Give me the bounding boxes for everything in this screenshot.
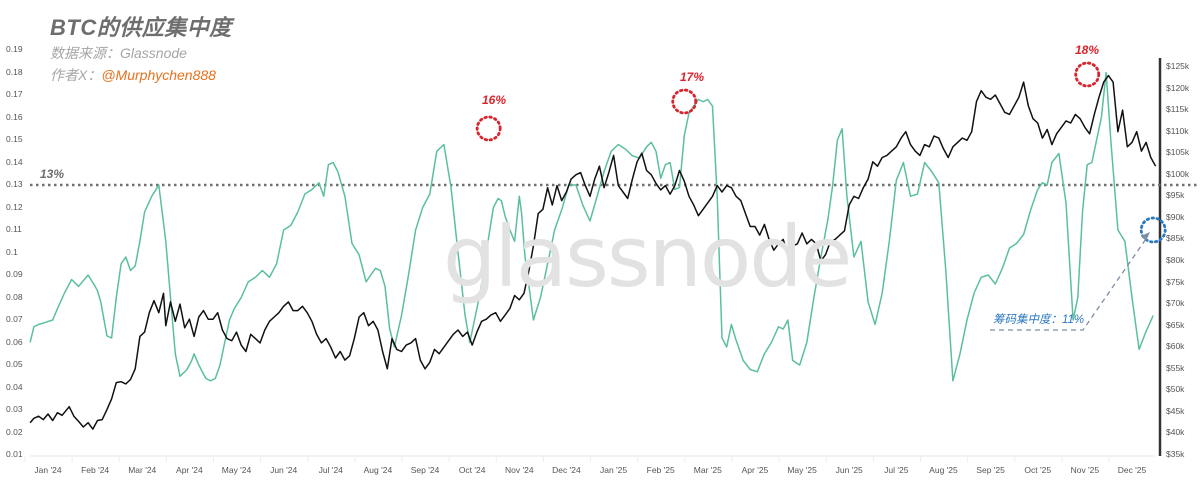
author-label: 作者X： <box>50 67 102 83</box>
left-axis-tick: 0.06 <box>6 336 23 347</box>
peak-circle <box>475 115 502 142</box>
annotation-circles <box>475 61 1167 244</box>
right-axis-tick: $90k <box>1166 211 1185 222</box>
glassnode-watermark: glassnode <box>443 208 852 306</box>
x-axis-tick: Aug '24 <box>363 465 393 475</box>
left-axis-tick: 0.18 <box>6 66 23 77</box>
right-axis-tick: $115k <box>1166 104 1189 115</box>
x-axis-tick: Jan '24 <box>34 465 62 475</box>
author-credit: 作者X：@Murphychen888 <box>50 65 216 85</box>
right-axis-tick: $95k <box>1166 190 1185 201</box>
left-axis-tick: 0.14 <box>6 156 23 167</box>
peak-circle <box>1074 61 1101 88</box>
left-axis-tick: 0.07 <box>6 314 23 324</box>
x-axis-tick: May '25 <box>787 465 817 475</box>
left-axis-tick: 0.04 <box>6 381 23 392</box>
right-axis-tick: $40k <box>1166 427 1185 438</box>
left-axis-tick: 0.01 <box>6 449 23 459</box>
right-axis-tick: $75k <box>1166 276 1185 287</box>
right-axis-tick: $60k <box>1166 341 1185 352</box>
left-axis-tick: 0.15 <box>6 134 23 144</box>
peak-label-17pct: 17% <box>679 70 705 84</box>
data-source: 数据来源：Glassnode <box>50 43 187 63</box>
right-axis-tick: $50k <box>1166 384 1185 395</box>
btc-price-line <box>29 74 1157 430</box>
right-axis-tick: $105k <box>1166 147 1190 158</box>
x-axis-tick: Feb '24 <box>81 465 110 475</box>
x-axis-tick: Dec '25 <box>1117 465 1147 475</box>
peak-circle <box>671 88 698 115</box>
right-axis-tick: $55k <box>1166 362 1185 373</box>
author-handle: @Murphychen888 <box>101 67 216 83</box>
left-axis-tick: 0.08 <box>6 291 23 302</box>
peak-label-18pct: 18% <box>1074 43 1100 57</box>
x-axis-tick: Mar '25 <box>693 465 722 475</box>
source-label: 数据来源： <box>50 45 120 61</box>
current-concentration-label: 筹码集中度：11% <box>993 314 1085 326</box>
x-axis-tick: Nov '25 <box>1070 465 1100 475</box>
left-axis-tick: 0.19 <box>6 44 23 54</box>
right-axis-tick: $110k <box>1166 125 1189 136</box>
x-axis-tick: Sep '25 <box>976 465 1005 475</box>
left-axis-tick: 0.12 <box>6 201 23 212</box>
left-axis-tick: 0.13 <box>6 179 23 189</box>
left-axis-tick: 0.1 <box>6 246 18 257</box>
right-axis-tick: $45k <box>1166 405 1185 416</box>
x-axis-tick: Jul '25 <box>884 465 909 475</box>
x-axis-tick: Apr '24 <box>176 465 203 475</box>
x-axis-tick: Mar '24 <box>128 465 157 475</box>
x-axis-tick: Apr '25 <box>741 465 769 475</box>
right-axis-tick: $35k <box>1166 448 1185 459</box>
x-axis-tick: Nov '24 <box>505 465 534 475</box>
x-axis-tick: Jun '24 <box>270 465 298 475</box>
x-axis-tick: Jul '24 <box>318 465 343 475</box>
right-axis-tick: $85k <box>1166 233 1185 244</box>
left-axis-tick: 0.16 <box>6 111 23 122</box>
left-axis-tick: 0.03 <box>6 404 23 414</box>
left-axis-tick: 0.09 <box>6 269 23 279</box>
x-axis-tick: Jan '25 <box>599 465 628 475</box>
right-axis-tick: $65k <box>1166 319 1185 330</box>
x-axis-tick: Jun '25 <box>835 465 863 475</box>
x-axis-tick: Aug '25 <box>929 465 958 475</box>
left-axis-tick: 0.05 <box>6 359 23 369</box>
x-axis-tick: Dec '24 <box>552 465 581 475</box>
peak-label-16pct: 16% <box>481 93 507 107</box>
right-axis-tick: $120k <box>1166 82 1190 93</box>
current-value-circle <box>1139 216 1167 244</box>
threshold-label: 13% <box>40 167 65 181</box>
chart-title: BTC的供应集中度 <box>50 15 232 40</box>
right-axis-tick: $100k <box>1166 168 1190 179</box>
left-axis-tick: 0.11 <box>6 224 22 234</box>
x-axis-tick: May '24 <box>221 465 252 475</box>
x-axis-tick-marks <box>24 456 1110 462</box>
x-axis-tick: Oct '25 <box>1024 465 1052 475</box>
current-pointer-arrow <box>990 232 1150 331</box>
x-axis-tick: Sep '24 <box>410 465 440 475</box>
left-axis-tick: 0.02 <box>6 426 23 437</box>
x-axis-tick: Oct '24 <box>458 465 486 475</box>
right-axis-tick: $80k <box>1166 254 1185 265</box>
right-axis-tick: $70k <box>1166 298 1185 309</box>
right-axis-tick: $125k <box>1166 61 1190 71</box>
source-value: Glassnode <box>120 45 187 61</box>
left-axis-tick: 0.17 <box>6 89 23 99</box>
x-axis-tick: Feb '25 <box>646 465 675 475</box>
